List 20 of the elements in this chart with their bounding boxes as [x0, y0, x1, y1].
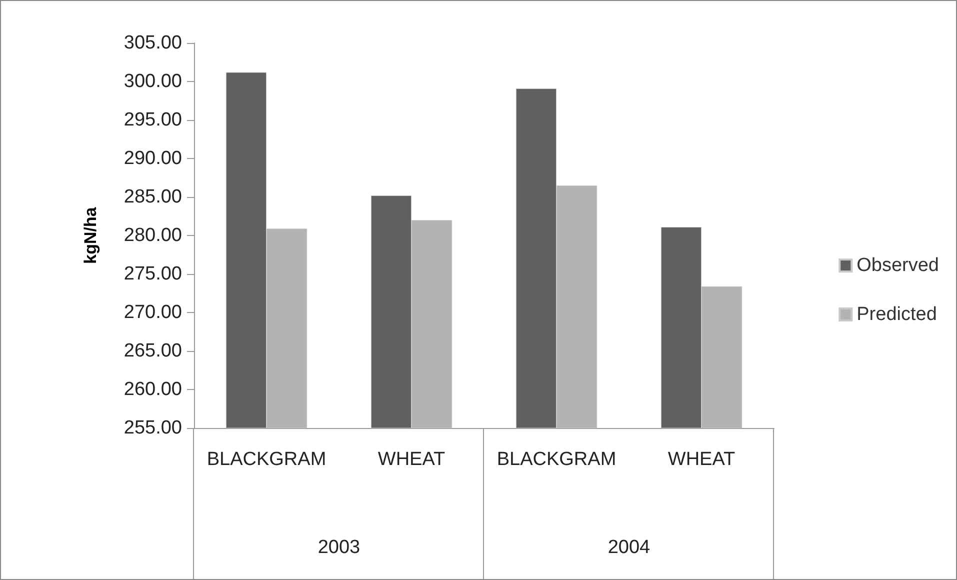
x-tick-label: BLACKGRAM [496, 449, 616, 470]
y-tick-label: 280.00 [124, 225, 182, 246]
y-tick-label: 300.00 [124, 71, 182, 92]
y-tick-label: 295.00 [124, 110, 182, 130]
y-tick-label: 255.00 [124, 418, 182, 438]
legend-label: Predicted [856, 304, 937, 325]
y-tick-label: 270.00 [124, 302, 182, 323]
legend-label: Observed [856, 255, 939, 276]
x-tick-label: BLACKGRAM [206, 449, 326, 470]
y-axis-title: kgN/ha [81, 206, 100, 264]
text: 2004 [608, 537, 651, 558]
y-tick-label: 265.00 [124, 340, 182, 362]
y-tick-label: 275.00 [124, 264, 182, 284]
x-tick-label: WHEAT [378, 449, 446, 470]
y-tick-label: 260.00 [124, 379, 182, 400]
y-tick-label: 285.00 [124, 186, 182, 208]
text: 2003 [318, 537, 360, 558]
y-tick-label: 305.00 [124, 32, 182, 54]
x-tick-label: WHEAT [668, 449, 736, 470]
y-tick-label: 290.00 [124, 148, 182, 169]
